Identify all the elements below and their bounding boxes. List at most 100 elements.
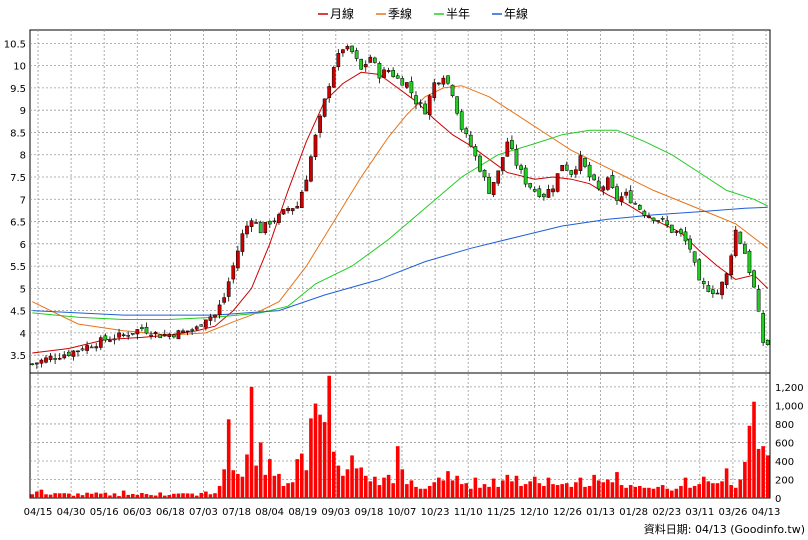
volume-bar (39, 489, 44, 498)
volume-bar (660, 485, 665, 498)
volume-tick-label: 800 (775, 420, 794, 431)
candle-body (400, 78, 405, 86)
candle-body (158, 334, 163, 339)
candle-body (57, 357, 62, 360)
volume-bar (478, 487, 482, 498)
volume-bar (469, 488, 473, 498)
volume-bar (149, 495, 153, 498)
volume-bar (268, 459, 272, 498)
volume-bar (542, 485, 546, 498)
candle-body (167, 333, 172, 337)
candle-body (66, 351, 71, 356)
volume-tick-label: 1,200 (775, 383, 804, 394)
volume-bar (350, 455, 354, 498)
volume-bar (747, 425, 752, 498)
x-tick-label: 04/30 (57, 507, 86, 518)
candle-body (738, 231, 743, 244)
candle-body (491, 182, 496, 195)
volume-bar (610, 482, 615, 498)
candle-body (692, 251, 697, 263)
volume-bar (427, 485, 432, 498)
candle-body (194, 326, 199, 330)
volume-bar (711, 483, 715, 498)
candle-body (642, 210, 647, 216)
volume-bar (423, 488, 427, 498)
source-text: 資料日期: 04/13 (Goodinfo.tw) (644, 522, 805, 536)
volume-bar (738, 479, 743, 498)
volume-bar (176, 493, 181, 498)
candle-body (108, 340, 112, 342)
candle-body (85, 345, 89, 351)
candle-body (697, 259, 702, 281)
candle-body (747, 250, 752, 273)
volume-bar (318, 414, 322, 498)
candle-body (733, 229, 738, 256)
candle-body (331, 67, 336, 88)
volume-bar (615, 472, 619, 498)
candle-body (605, 177, 610, 190)
candle-body (743, 244, 747, 254)
ma-line (32, 206, 768, 316)
candle-body (523, 167, 528, 185)
volume-bar (450, 480, 455, 498)
price-tick-label: 8 (20, 151, 26, 162)
volume-bar (258, 442, 263, 498)
price-tick-label: 6.5 (10, 218, 26, 229)
x-tick-label: 03/11 (685, 507, 714, 518)
candle-body (395, 75, 400, 79)
volume-bar (44, 494, 48, 498)
volume-bar (391, 483, 395, 498)
volume-bar (181, 493, 185, 498)
volume-bar (606, 479, 610, 498)
candle-body (112, 338, 117, 341)
candle-body (213, 314, 217, 318)
candle-body (446, 75, 450, 84)
x-tick-label: 12/26 (553, 507, 582, 518)
volume-plot-frame (29, 372, 771, 499)
candle-body (299, 191, 304, 209)
candle-body (336, 53, 341, 68)
candle-body (660, 218, 665, 220)
price-axis: 3.5 4 4.5 5 5.5 6 6.5 7 7.5 8 8.5 9 9.5 10 10.5 (4, 39, 26, 362)
x-tick-label: 10/07 (388, 507, 417, 518)
candle-body (30, 363, 35, 366)
volume-bar (729, 485, 733, 498)
volume-bar (85, 492, 89, 498)
candle-body (414, 95, 418, 105)
volume-bar (194, 495, 199, 498)
volume-tick-label: 600 (775, 438, 794, 449)
candle-body (249, 220, 254, 227)
candle-body (263, 222, 268, 234)
x-tick-label: 08/19 (288, 507, 317, 518)
price-tick-label: 3.5 (10, 351, 26, 362)
volume-bar (281, 485, 286, 498)
ma-line (32, 71, 769, 354)
volume-bar (185, 493, 190, 498)
candle-body (578, 155, 583, 171)
candle-body (724, 273, 729, 285)
candle-body (373, 57, 377, 63)
candle-body (601, 186, 606, 191)
volume-bar (67, 493, 71, 498)
volume-bars (30, 375, 770, 498)
volume-bar (651, 488, 656, 498)
volume-bar (331, 451, 336, 498)
volume-bar (80, 495, 85, 498)
candle-body (199, 324, 204, 327)
candle-body (350, 45, 354, 53)
volume-bar (500, 480, 505, 498)
price-tick-label: 5.5 (10, 262, 26, 273)
candle-body (76, 350, 80, 353)
volume-bar (117, 496, 121, 498)
volume-bar (487, 486, 491, 498)
x-tick-label: 02/23 (652, 507, 681, 518)
volume-bar (254, 465, 258, 498)
volume-bar (555, 485, 560, 498)
candle-body (715, 292, 720, 295)
volume-bar (546, 477, 551, 498)
volume-bar (144, 494, 149, 498)
volume-bar (190, 493, 194, 498)
candle-body (44, 357, 48, 363)
candle-body (290, 208, 295, 212)
candle-body (318, 115, 322, 133)
